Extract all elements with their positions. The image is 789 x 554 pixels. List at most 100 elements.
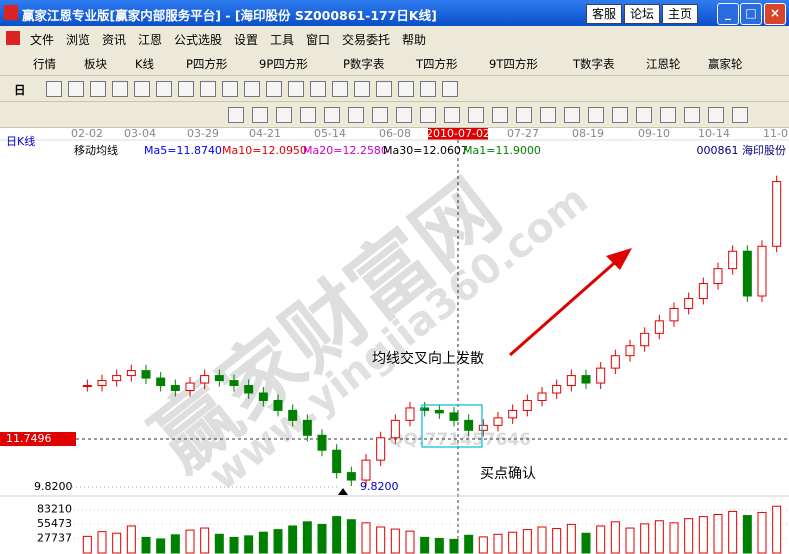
date-label: 03-04	[124, 128, 156, 140]
menu-item[interactable]: 窗口	[306, 33, 331, 47]
date-label: 02-02	[71, 128, 103, 140]
tool-icon[interactable]	[492, 107, 508, 123]
menu-item[interactable]: 交易委托	[342, 33, 391, 47]
tool-button[interactable]: K线	[135, 57, 155, 71]
tool-icon[interactable]	[612, 107, 628, 123]
tool-icon[interactable]	[708, 107, 724, 123]
tool-icon[interactable]	[420, 81, 436, 97]
tool-icon[interactable]	[354, 81, 370, 97]
menu-item[interactable]: 江恩	[138, 33, 163, 47]
tool-icon[interactable]	[244, 81, 260, 97]
tool-button[interactable]: 9T四方形	[489, 57, 538, 71]
candle	[698, 283, 708, 299]
period-label: 日K线	[6, 134, 35, 148]
menu-item[interactable]: 设置	[234, 33, 259, 47]
tool-button[interactable]: 9P四方形	[259, 57, 308, 71]
menu-item[interactable]: 公式选股	[174, 33, 223, 47]
price-tick-label: 11.7496	[6, 432, 52, 445]
volume-bar	[566, 523, 576, 554]
candle	[156, 377, 166, 387]
date-label: 07-27	[507, 128, 539, 140]
home-button[interactable]: 主页	[662, 4, 698, 24]
tool-button[interactable]: P四方形	[186, 57, 228, 71]
volume-bar	[698, 516, 708, 554]
tool-icon[interactable]	[516, 107, 532, 123]
tool-icon[interactable]	[222, 81, 238, 97]
candle	[273, 399, 283, 411]
tool-icon[interactable]	[396, 107, 412, 123]
period-select[interactable]: 日	[14, 83, 26, 97]
volume-bar	[669, 522, 679, 554]
tool-button[interactable]: 赢家轮	[708, 57, 743, 71]
tool-icon[interactable]	[332, 81, 348, 97]
candle	[97, 380, 107, 387]
tool-icon[interactable]	[288, 81, 304, 97]
ma-label: Ma30=12.0607	[383, 144, 468, 157]
service-button[interactable]: 客服	[586, 4, 622, 24]
tool-icon[interactable]	[200, 81, 216, 97]
tool-icon[interactable]	[588, 107, 604, 123]
tool-icon[interactable]	[134, 81, 150, 97]
tool-icon[interactable]	[684, 107, 700, 123]
menu-item[interactable]: 工具	[270, 33, 295, 47]
tool-icon[interactable]	[348, 107, 364, 123]
tool-button[interactable]: 江恩轮	[646, 57, 681, 71]
tool-button[interactable]: T四方形	[416, 57, 458, 71]
tool-icon[interactable]	[398, 81, 414, 97]
tool-icon[interactable]	[156, 81, 172, 97]
menu-item[interactable]: 帮助	[402, 33, 427, 47]
menu-item[interactable]: 资讯	[102, 33, 127, 47]
candle	[464, 419, 474, 431]
tool-icon[interactable]	[300, 107, 316, 123]
forum-button[interactable]: 论坛	[624, 4, 660, 24]
volume-bar	[728, 510, 738, 554]
tool-icon[interactable]	[420, 107, 436, 123]
close-button[interactable]: ×	[764, 3, 786, 25]
menu-icon	[6, 31, 20, 45]
arrow-head	[606, 248, 632, 270]
tool-icon[interactable]	[228, 107, 244, 123]
volume-bar	[302, 521, 312, 554]
tool-button[interactable]: 行情	[33, 57, 56, 71]
tool-icon[interactable]	[376, 81, 392, 97]
tool-icon[interactable]	[112, 81, 128, 97]
candle	[654, 320, 664, 334]
tool-icon[interactable]	[636, 107, 652, 123]
volume-bar	[713, 514, 723, 554]
tool-icon[interactable]	[442, 81, 458, 97]
tool-icon[interactable]	[660, 107, 676, 123]
tool-icon[interactable]	[468, 107, 484, 123]
tool-icon[interactable]	[310, 81, 326, 97]
volume-bar	[141, 536, 151, 554]
tool-button[interactable]: T数字表	[573, 57, 615, 71]
tool-icon[interactable]	[252, 107, 268, 123]
volume-bar	[640, 523, 650, 554]
tool-icon[interactable]	[46, 81, 62, 97]
low-label: 9.8200	[360, 480, 399, 493]
candle	[112, 375, 122, 382]
tool-button[interactable]: 板块	[84, 57, 107, 71]
volume-bar	[508, 531, 518, 554]
candle	[728, 250, 738, 270]
tool-icon[interactable]	[564, 107, 580, 123]
menu-item[interactable]: 浏览	[66, 33, 91, 47]
tool-icon[interactable]	[276, 107, 292, 123]
tool-icon[interactable]	[732, 107, 748, 123]
tool-icon[interactable]	[90, 81, 106, 97]
tool-icon[interactable]	[266, 81, 282, 97]
tool-icon[interactable]	[68, 81, 84, 97]
candle	[478, 424, 488, 431]
tool-icon[interactable]	[372, 107, 388, 123]
highlight-box	[421, 404, 483, 448]
minimize-button[interactable]: _	[717, 3, 739, 25]
tool-icon[interactable]	[444, 107, 460, 123]
menu-item[interactable]: 文件	[30, 33, 55, 47]
tool-button[interactable]: P数字表	[343, 57, 385, 71]
volume-bar	[97, 531, 107, 554]
tool-icon[interactable]	[324, 107, 340, 123]
tool-icon[interactable]	[178, 81, 194, 97]
volume-bar	[156, 538, 166, 554]
maximize-button[interactable]: □	[740, 3, 762, 25]
tool-icon[interactable]	[540, 107, 556, 123]
candle	[214, 375, 224, 382]
